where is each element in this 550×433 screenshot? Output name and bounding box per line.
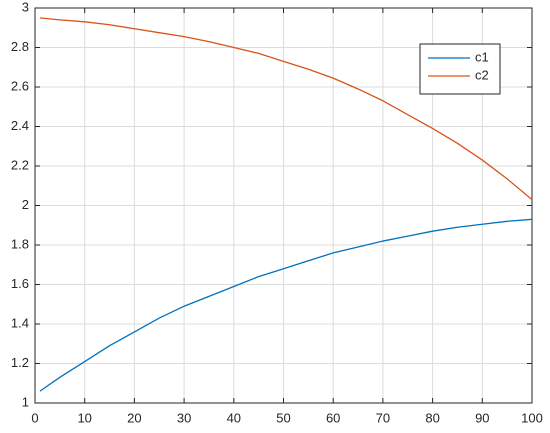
y-tick-label: 2.8 — [11, 39, 29, 54]
x-tick-label: 70 — [376, 410, 390, 425]
y-tick-label: 2 — [22, 197, 29, 212]
x-tick-label: 60 — [326, 410, 340, 425]
x-tick-label: 10 — [77, 410, 91, 425]
x-tick-label: 30 — [177, 410, 191, 425]
x-tick-label: 0 — [31, 410, 38, 425]
axes-box — [34, 7, 533, 404]
y-tick-label: 3 — [22, 0, 29, 14]
legend-label: c2 — [475, 67, 489, 82]
y-tick-label: 1.6 — [11, 276, 29, 291]
y-tick-label: 1.8 — [11, 236, 29, 251]
x-tick-label: 40 — [227, 410, 241, 425]
y-tick-label: 1 — [22, 394, 29, 409]
y-tick-label: 1.2 — [11, 355, 29, 370]
y-tick-label: 2.2 — [11, 157, 29, 172]
line-series — [39, 218, 533, 392]
x-tick-label: 100 — [521, 410, 543, 425]
y-tick-label: 2.4 — [11, 118, 29, 133]
x-tick-label: 50 — [276, 410, 290, 425]
y-tick-label: 2.6 — [11, 78, 29, 93]
legend-box — [419, 43, 501, 95]
x-tick-label: 20 — [127, 410, 141, 425]
y-tick-label: 1.4 — [11, 315, 29, 330]
line-series — [39, 17, 533, 201]
legend-label: c1 — [475, 49, 489, 64]
x-tick-label: 80 — [425, 410, 439, 425]
x-tick-label: 90 — [475, 410, 489, 425]
